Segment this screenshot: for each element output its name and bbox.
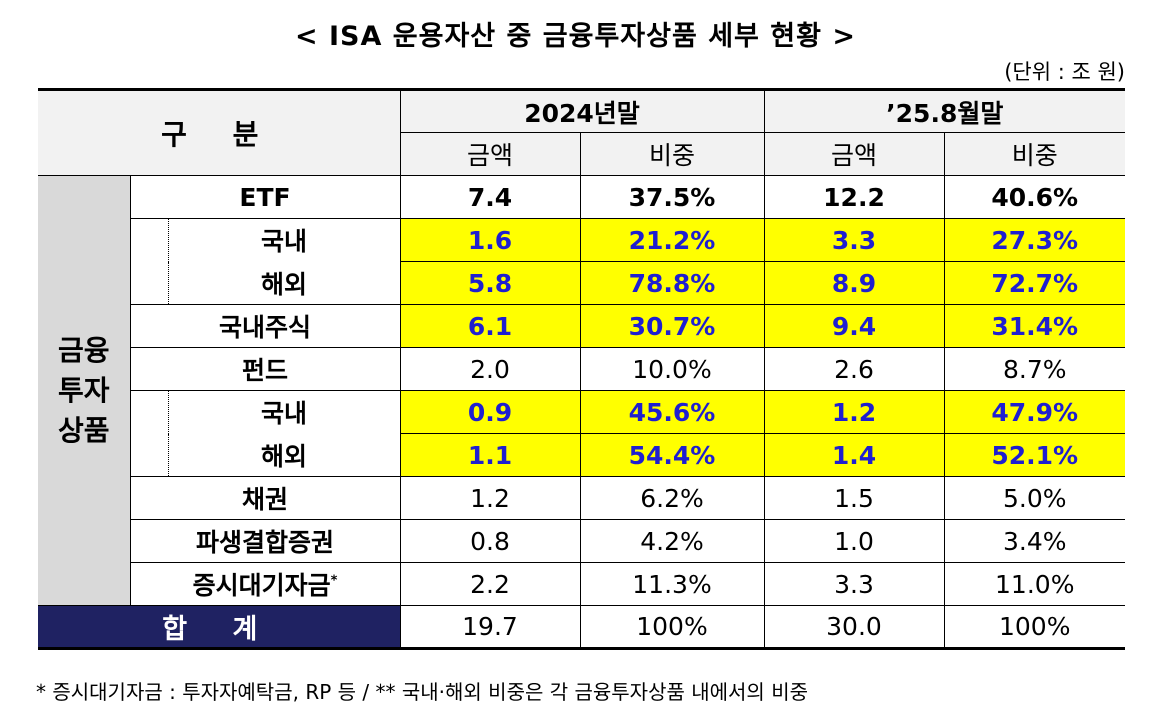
table-row: 국내 1.6 21.2% 3.3 27.3% [38,218,1125,262]
cell-amount-2025: 1.2 [764,390,945,434]
indent-spacer [130,433,168,477]
header-period-2024: 2024년말 [400,88,765,133]
header-period-2025: ’25.8월말 [764,88,1125,133]
cell-share-2024: 10.0% [580,347,765,391]
cell-amount-2024: 6.1 [400,304,581,348]
table-row: 해외 5.8 78.8% 8.9 72.7% [38,261,1125,305]
cell-share-2025: 11.0% [944,562,1125,606]
row-label: ETF [130,175,401,219]
cell-amount-2025: 3.3 [764,218,945,262]
cell-amount-2025: 3.3 [764,562,945,606]
total-amount-2024: 19.7 [400,605,581,650]
table-row: 증시대기자금* 2.2 11.3% 3.3 11.0% [38,562,1125,606]
cell-share-2025: 27.3% [944,218,1125,262]
indent-spacer [130,391,168,434]
cell-amount-2024: 7.4 [400,175,581,219]
total-share-2025: 100% [944,605,1125,650]
page-title: < ISA 운용자산 중 금융투자상품 세부 현황 > [294,21,857,52]
cell-share-2024: 21.2% [580,218,765,262]
row-label: 해외 [167,261,401,305]
cell-share-2024: 37.5% [580,175,765,219]
cell-share-2024: 6.2% [580,476,765,520]
cell-amount-2024: 2.2 [400,562,581,606]
table-row: 파생결합증권 0.8 4.2% 1.0 3.4% [38,519,1125,563]
cell-amount-2024: 2.0 [400,347,581,391]
cell-amount-2024: 5.8 [400,261,581,305]
row-label: 채권 [130,476,401,520]
indent-spacer [130,219,168,262]
cell-share-2025: 72.7% [944,261,1125,305]
table-row: 채권 1.2 6.2% 1.5 5.0% [38,476,1125,520]
unit-label: (단위 : 조 원) [1004,60,1125,84]
cell-share-2025: 5.0% [944,476,1125,520]
cell-amount-2025: 1.5 [764,476,945,520]
cell-amount-2025: 12.2 [764,175,945,219]
cell-share-2024: 4.2% [580,519,765,563]
row-label: 증시대기자금* [130,562,401,606]
total-row: 합 계 19.7 100% 30.0 100% [38,605,1125,650]
cell-amount-2025: 2.6 [764,347,945,391]
cell-amount-2024: 1.1 [400,433,581,477]
header-share-2025: 비중 [944,132,1125,176]
total-label: 합 계 [38,605,401,650]
cell-amount-2024: 1.6 [400,218,581,262]
table-row: 국내주식 6.1 30.7% 9.4 31.4% [38,304,1125,348]
cell-share-2024: 54.4% [580,433,765,477]
total-amount-2025: 30.0 [764,605,945,650]
side-label: 금융 투자 상품 [38,175,131,606]
cell-share-2024: 45.6% [580,390,765,434]
footnote: * 증시대기자금 : 투자자예탁금, RP 등 / ** 국내·해외 비중은 각… [36,680,808,704]
footnote-mark: * [330,573,338,589]
table-row: 해외 1.1 54.4% 1.4 52.1% [38,433,1125,477]
table-row: 펀드 2.0 10.0% 2.6 8.7% [38,347,1125,391]
row-label: 국내 [167,218,401,262]
cell-share-2025: 52.1% [944,433,1125,477]
isa-asset-table: 구 분 2024년말 ’25.8월말 금액 비중 금액 비중 금융 투자 상품 … [38,88,1125,650]
cell-amount-2025: 1.4 [764,433,945,477]
cell-share-2025: 40.6% [944,175,1125,219]
row-label: 국내 [167,390,401,434]
cell-share-2024: 30.7% [580,304,765,348]
header-amount-2025: 금액 [764,132,945,176]
cell-amount-2024: 0.8 [400,519,581,563]
cell-amount-2024: 0.9 [400,390,581,434]
header-share-2024: 비중 [580,132,765,176]
cell-share-2024: 78.8% [580,261,765,305]
total-share-2024: 100% [580,605,765,650]
row-label: 펀드 [130,347,401,391]
table-row: 금융 투자 상품 ETF 7.4 37.5% 12.2 40.6% [38,175,1125,606]
table-row: 국내 0.9 45.6% 1.2 47.9% [38,390,1125,434]
indent-spacer [130,261,168,305]
cell-share-2025: 3.4% [944,519,1125,563]
row-label: 국내주식 [130,304,401,348]
row-label: 파생결합증권 [130,519,401,563]
row-label: 해외 [167,433,401,477]
cell-amount-2024: 1.2 [400,476,581,520]
cell-amount-2025: 9.4 [764,304,945,348]
cell-amount-2025: 8.9 [764,261,945,305]
header-amount-2024: 금액 [400,132,581,176]
cell-share-2025: 8.7% [944,347,1125,391]
cell-share-2024: 11.3% [580,562,765,606]
cell-share-2025: 31.4% [944,304,1125,348]
cell-share-2025: 47.9% [944,390,1125,434]
cell-amount-2025: 1.0 [764,519,945,563]
header-gubun: 구 분 [38,88,401,176]
